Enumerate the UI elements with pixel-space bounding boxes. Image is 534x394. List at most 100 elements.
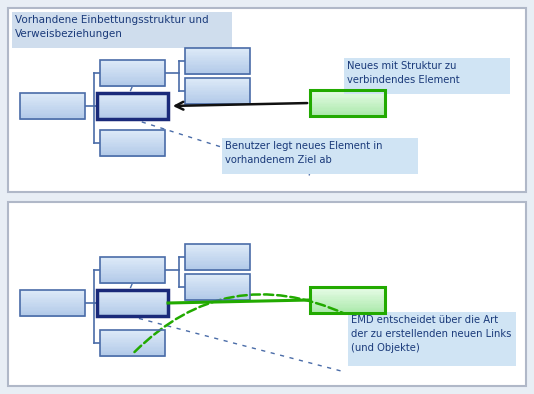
Bar xyxy=(310,98,385,100)
Bar xyxy=(185,292,250,294)
Bar xyxy=(20,306,85,307)
Bar xyxy=(185,249,250,251)
Bar xyxy=(185,91,250,93)
Bar xyxy=(185,283,250,285)
Bar xyxy=(20,299,85,301)
Bar xyxy=(20,116,85,118)
Bar xyxy=(185,253,250,255)
Bar xyxy=(100,146,165,147)
Bar xyxy=(185,60,250,61)
Bar xyxy=(185,252,250,254)
Bar xyxy=(310,309,385,311)
Bar xyxy=(100,265,165,267)
Text: Benutzer legt neues Element in
vorhandenem Ziel ab: Benutzer legt neues Element in vorhanden… xyxy=(225,141,382,165)
Bar xyxy=(100,64,165,66)
Bar xyxy=(100,85,165,87)
Bar xyxy=(100,73,165,75)
Bar xyxy=(185,103,250,104)
Bar xyxy=(20,308,85,310)
Bar xyxy=(97,116,168,118)
Bar xyxy=(185,96,250,98)
Bar xyxy=(185,79,250,81)
Bar xyxy=(100,353,165,355)
Bar xyxy=(100,71,165,72)
Bar xyxy=(100,80,165,81)
Bar xyxy=(100,61,165,63)
Bar xyxy=(100,336,165,338)
FancyBboxPatch shape xyxy=(222,138,418,174)
Bar xyxy=(185,70,250,72)
Bar xyxy=(100,351,165,353)
Bar xyxy=(97,299,168,301)
Bar xyxy=(310,94,385,96)
Bar xyxy=(185,277,250,279)
Bar xyxy=(100,330,165,332)
Bar xyxy=(20,291,85,293)
Bar xyxy=(20,290,85,292)
Bar xyxy=(97,111,168,113)
Bar xyxy=(185,281,250,282)
Bar xyxy=(100,130,165,132)
Bar xyxy=(310,292,385,294)
Bar xyxy=(100,268,165,269)
Bar xyxy=(100,81,165,83)
Bar xyxy=(185,82,250,84)
Bar xyxy=(310,93,385,95)
Bar xyxy=(310,297,385,299)
Bar xyxy=(310,95,385,97)
Bar xyxy=(310,102,385,104)
Bar xyxy=(185,244,250,246)
Bar xyxy=(97,295,168,297)
Bar xyxy=(310,113,385,115)
Bar xyxy=(100,84,165,85)
Bar xyxy=(97,109,168,110)
Bar xyxy=(100,348,165,350)
Bar xyxy=(310,305,385,307)
Bar xyxy=(185,288,250,290)
Bar xyxy=(100,342,165,344)
Bar xyxy=(97,294,168,296)
Bar xyxy=(185,262,250,264)
Bar xyxy=(185,81,250,82)
Bar xyxy=(97,105,168,106)
Bar xyxy=(100,136,165,138)
Bar xyxy=(310,100,385,102)
Bar xyxy=(100,63,165,64)
Bar xyxy=(185,63,250,65)
Bar xyxy=(20,98,85,100)
Bar xyxy=(100,77,165,79)
Bar xyxy=(20,295,85,297)
Bar xyxy=(20,94,85,96)
Bar xyxy=(100,269,165,271)
Bar xyxy=(20,109,85,110)
Bar xyxy=(100,275,165,277)
Bar xyxy=(185,245,250,247)
Bar xyxy=(20,96,85,97)
Bar xyxy=(310,115,385,117)
Bar xyxy=(310,290,385,292)
Bar xyxy=(20,297,85,298)
Bar xyxy=(185,290,250,292)
Bar xyxy=(100,72,165,74)
Bar xyxy=(185,78,250,80)
Bar xyxy=(100,347,165,349)
Bar xyxy=(100,281,165,282)
Bar xyxy=(20,101,85,102)
Bar xyxy=(310,300,385,302)
Bar xyxy=(97,303,168,305)
Bar xyxy=(185,260,250,261)
Bar xyxy=(100,147,165,149)
Bar xyxy=(97,310,168,311)
Bar xyxy=(100,153,165,155)
Bar xyxy=(97,115,168,117)
Bar xyxy=(20,115,85,117)
Bar xyxy=(20,103,85,105)
Bar xyxy=(97,98,168,100)
Bar xyxy=(100,346,165,348)
Bar xyxy=(100,69,165,71)
Bar xyxy=(97,103,168,105)
Bar xyxy=(100,142,165,143)
Bar xyxy=(185,264,250,265)
Bar xyxy=(97,110,168,112)
Bar xyxy=(100,138,165,139)
